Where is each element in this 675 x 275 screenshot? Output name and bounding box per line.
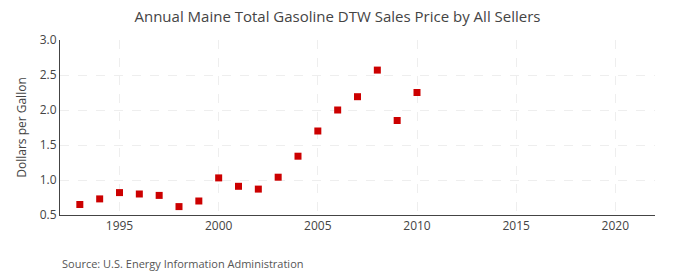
svg-text:1.5: 1.5 bbox=[40, 136, 57, 153]
svg-text:2015: 2015 bbox=[502, 217, 530, 234]
svg-text:Source: U.S. Energy Informatio: Source: U.S. Energy Information Administ… bbox=[62, 256, 304, 271]
svg-text:2.5: 2.5 bbox=[40, 66, 57, 83]
svg-text:1995: 1995 bbox=[106, 217, 134, 234]
svg-text:Annual Maine Total Gasoline DT: Annual Maine Total Gasoline DTW Sales Pr… bbox=[134, 6, 540, 26]
svg-text:2.0: 2.0 bbox=[40, 101, 57, 118]
svg-text:2020: 2020 bbox=[602, 217, 630, 234]
svg-text:3.0: 3.0 bbox=[40, 31, 57, 48]
svg-text:0.5: 0.5 bbox=[40, 206, 57, 223]
svg-text:2005: 2005 bbox=[304, 217, 332, 234]
svg-text:1.0: 1.0 bbox=[40, 171, 57, 188]
svg-text:2010: 2010 bbox=[403, 217, 431, 234]
svg-text:Dollars per Gallon: Dollars per Gallon bbox=[13, 77, 30, 178]
svg-text:2000: 2000 bbox=[205, 217, 233, 234]
